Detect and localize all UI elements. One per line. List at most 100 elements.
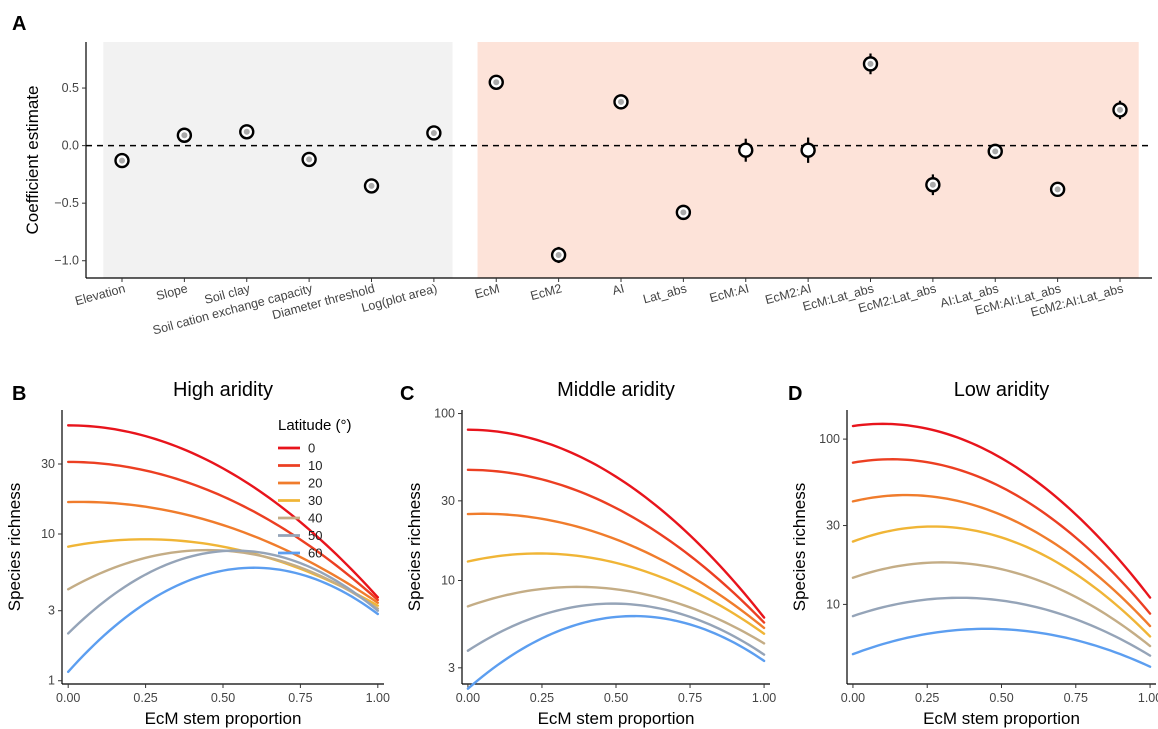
y-tick-label: 1	[48, 674, 55, 688]
y-axis-title: Coefficient estimate	[23, 86, 42, 235]
panel-title: Low aridity	[954, 379, 1050, 401]
y-tick-label: 0.0	[62, 139, 79, 153]
x-axis-title: EcM stem proportion	[923, 709, 1080, 728]
coefficient-point-fill	[555, 251, 562, 258]
x-tick-label: 0.75	[678, 691, 702, 705]
x-tick-label: 1.00	[752, 691, 776, 705]
x-tick-label: Slope	[155, 281, 190, 303]
panel-letter-c: C	[400, 383, 414, 405]
x-tick-label: 1.00	[1138, 691, 1158, 705]
panel-title: High aridity	[173, 379, 273, 401]
x-axis-title: EcM stem proportion	[145, 709, 302, 728]
series-line-lat-0	[466, 428, 766, 619]
series-line-lat-20	[851, 493, 1152, 628]
series-line-lat-50	[466, 602, 766, 656]
coefficient-point-fill	[181, 132, 188, 139]
series-line-lat-60	[66, 566, 380, 674]
y-axis-title: Species richness	[405, 483, 424, 612]
series-line-lat-30	[466, 552, 766, 635]
x-tick-label: 0.00	[56, 691, 80, 705]
x-tick-label: 0.50	[211, 691, 235, 705]
legend-label: 50	[308, 528, 322, 543]
series-line-lat-40	[851, 561, 1152, 648]
coefficient-point-fill	[493, 79, 500, 86]
group-background-covariates	[103, 42, 453, 278]
coefficient-point-fill	[368, 182, 375, 189]
series-line-lat-30	[851, 525, 1152, 638]
series-line-lat-50	[851, 596, 1152, 657]
legend-label: 0	[308, 441, 315, 456]
y-tick-label: 3	[448, 661, 455, 675]
x-tick-label: 0.00	[841, 691, 865, 705]
series-line-lat-10	[851, 458, 1152, 615]
coefficient-point-fill	[119, 157, 125, 164]
x-tick-label: 0.75	[288, 691, 312, 705]
x-tick-label: EcM:AI	[708, 281, 751, 305]
series-line-lat-60	[851, 627, 1152, 668]
series-line-lat-0	[851, 422, 1152, 599]
coefficient-point-outer	[800, 142, 816, 158]
legend-title: Latitude (°)	[278, 417, 352, 434]
legend-label: 20	[308, 476, 322, 491]
x-tick-label: Elevation	[73, 281, 126, 308]
y-tick-label: 10	[826, 597, 840, 611]
x-tick-label: 0.50	[989, 691, 1013, 705]
richness-plot-middle-aridity: 0.00 0.25 0.50 0.75 1.00 3 10 30 100 Middle aridi…	[405, 379, 776, 728]
x-tick-label: 0.25	[915, 691, 939, 705]
coefficient-point-fill	[867, 60, 874, 67]
y-tick-label: 10	[441, 574, 455, 588]
x-tick-label: 0.75	[1064, 691, 1088, 705]
richness-plot-low-aridity: 0.00 0.25 0.50 0.75 1.00 10 30 100 Low aridity Ec…	[790, 379, 1158, 728]
legend-label: 10	[308, 458, 322, 473]
panel-letter-b: B	[12, 383, 26, 405]
x-tick-label: 0.50	[604, 691, 628, 705]
coefficient-point-outer	[738, 142, 754, 158]
x-tick-label: 1.00	[366, 691, 390, 705]
x-tick-label: EcM2	[529, 281, 564, 303]
y-tick-label: 3	[48, 604, 55, 618]
coefficient-point-fill	[929, 181, 936, 188]
y-tick-label: 30	[826, 519, 840, 533]
coefficient-point-fill	[1117, 106, 1123, 113]
series-line-lat-60	[466, 614, 766, 690]
series-line-lat-0	[66, 424, 380, 599]
x-tick-label: 0.25	[133, 691, 157, 705]
x-tick-label: AI	[611, 281, 626, 298]
y-tick-label: 100	[819, 432, 840, 446]
x-tick-label: EcM	[473, 281, 501, 301]
y-axis-title: Species richness	[5, 483, 24, 612]
coefficient-point-fill	[1054, 186, 1061, 193]
series-line-lat-50	[66, 549, 380, 635]
y-tick-label: 30	[441, 494, 455, 508]
y-tick-label: 0.5	[62, 81, 79, 95]
series-line-lat-10	[466, 468, 766, 624]
panel-title: Middle aridity	[557, 379, 675, 401]
series-line-lat-40	[66, 548, 380, 610]
series-line-lat-10	[66, 460, 380, 602]
legend-label: 30	[308, 493, 322, 508]
y-tick-label: −0.5	[54, 196, 79, 210]
y-axis-title: Species richness	[790, 483, 809, 612]
coefficient-point-fill	[306, 156, 313, 163]
x-axis-title: EcM stem proportion	[538, 709, 695, 728]
richness-plot-high-aridity: 0.00 0.25 0.50 0.75 1.00 1 3 10 30 High aridity Ec…	[5, 379, 390, 728]
x-tick-label: Lat_abs	[642, 281, 689, 306]
y-tick-label: 30	[41, 457, 55, 471]
coefficient-point-fill	[243, 128, 250, 135]
y-tick-label: 100	[434, 407, 455, 421]
series-line-lat-20	[66, 500, 380, 604]
coefficient-plot: −1.0 −0.5 0.0 0.5 Coefficient estimate Elevat…	[23, 42, 1152, 338]
x-tick-label: 0.00	[456, 691, 480, 705]
x-tick-label: 0.25	[530, 691, 554, 705]
legend-label: 60	[308, 546, 322, 561]
y-tick-label: −1.0	[54, 254, 79, 268]
series-line-lat-20	[466, 512, 766, 630]
panel-letter-a: A	[12, 13, 26, 35]
coefficient-point-fill	[618, 98, 624, 105]
series-line-lat-40	[466, 585, 766, 645]
legend-label: 40	[308, 511, 322, 526]
panel-letter-d: D	[788, 383, 802, 405]
coefficient-point-fill	[992, 148, 999, 155]
coefficient-point-fill	[430, 129, 437, 136]
